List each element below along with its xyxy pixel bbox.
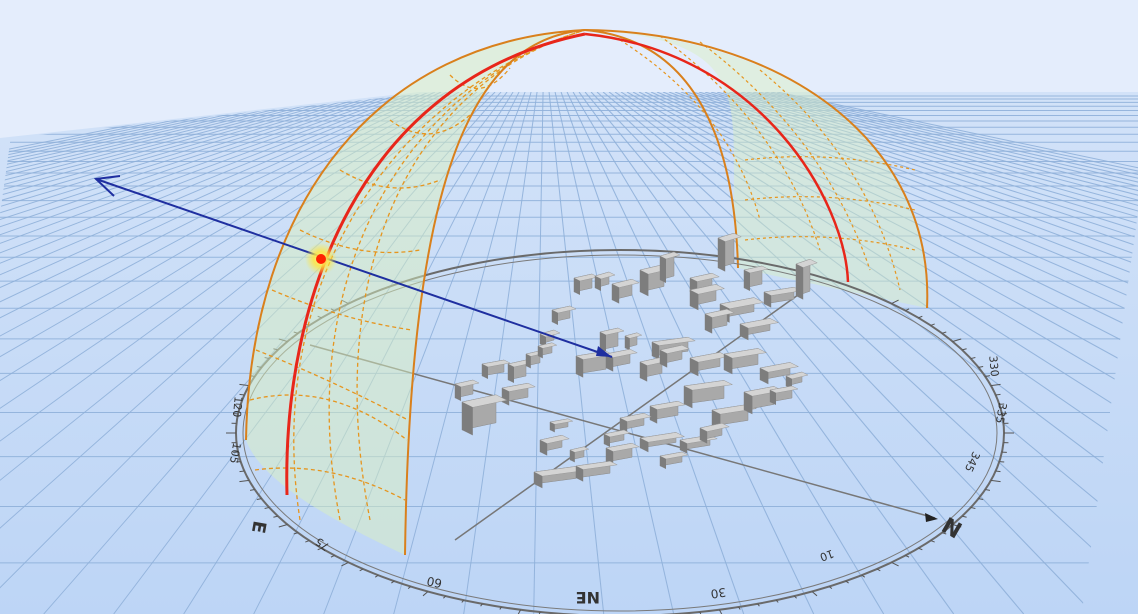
- building[interactable]: [619, 412, 652, 434]
- ring-label-30: 30: [710, 585, 727, 601]
- building[interactable]: [659, 451, 689, 469]
- building[interactable]: [539, 329, 561, 347]
- sun-path-line-front: [285, 32, 586, 496]
- building[interactable]: [689, 284, 726, 311]
- sun-path-line-back: [584, 32, 850, 283]
- ring-label-335: 335: [993, 402, 1009, 425]
- east-label: E: [247, 519, 270, 535]
- building[interactable]: [649, 400, 686, 424]
- building[interactable]: [605, 442, 640, 466]
- building[interactable]: [549, 418, 574, 433]
- ring-label-105: 105: [227, 442, 243, 465]
- near-arc-outer: [245, 29, 586, 441]
- building[interactable]: [659, 251, 681, 283]
- ring-label-60: 60: [425, 574, 443, 591]
- building[interactable]: [763, 286, 803, 308]
- building[interactable]: [539, 434, 570, 456]
- building[interactable]: [739, 318, 780, 341]
- ring-label-120: 120: [230, 396, 245, 418]
- building[interactable]: [704, 308, 735, 334]
- building[interactable]: [785, 371, 809, 389]
- ring-label-ne: NE: [576, 588, 600, 607]
- building[interactable]: [551, 305, 577, 325]
- building[interactable]: [683, 380, 734, 409]
- building[interactable]: [599, 327, 625, 353]
- building[interactable]: [533, 466, 586, 489]
- building[interactable]: [454, 379, 480, 401]
- building[interactable]: [624, 332, 643, 351]
- building[interactable]: [461, 394, 508, 436]
- building[interactable]: [699, 422, 730, 444]
- building[interactable]: [743, 386, 784, 415]
- ring-label-10: 10: [818, 547, 836, 564]
- building[interactable]: [689, 352, 730, 377]
- near-arc-inner: [404, 29, 586, 556]
- north-arrow-icon: [925, 513, 938, 522]
- far-arc-inner: [584, 29, 739, 269]
- ring-label-330: 330: [986, 355, 1001, 377]
- sun-vector-arrow[interactable]: [93, 175, 613, 358]
- building[interactable]: [769, 385, 799, 405]
- building[interactable]: [507, 359, 533, 383]
- ground-plane: [0, 92, 1138, 614]
- building[interactable]: [759, 362, 800, 385]
- building[interactable]: [537, 342, 558, 359]
- far-arc-outer: [584, 29, 929, 309]
- building[interactable]: [795, 258, 818, 300]
- building[interactable]: [659, 344, 690, 368]
- compass-labels: N E NE 30 60 10 75 105 120 345 335 330: [227, 355, 1009, 607]
- building[interactable]: [743, 265, 769, 291]
- sun-path-dome-front: [245, 29, 586, 556]
- building[interactable]: [569, 446, 590, 463]
- building[interactable]: [594, 271, 616, 291]
- building[interactable]: [717, 232, 742, 272]
- city-buildings[interactable]: [454, 232, 818, 489]
- building[interactable]: [573, 273, 599, 295]
- building[interactable]: [723, 348, 768, 375]
- building[interactable]: [501, 382, 536, 406]
- building[interactable]: [639, 432, 686, 453]
- building[interactable]: [605, 348, 638, 372]
- building[interactable]: [481, 359, 511, 379]
- building[interactable]: [603, 429, 631, 447]
- sun-marker[interactable]: [305, 243, 337, 275]
- building[interactable]: [575, 460, 619, 482]
- building[interactable]: [611, 278, 640, 304]
